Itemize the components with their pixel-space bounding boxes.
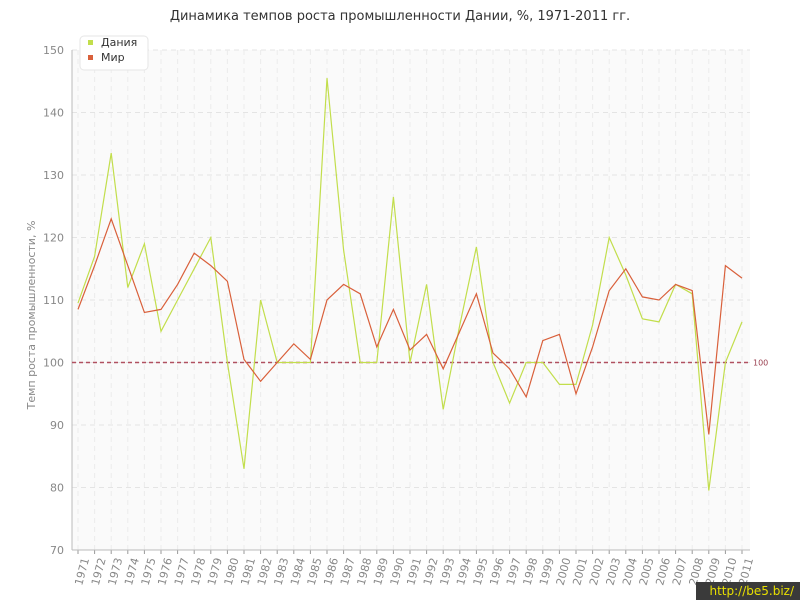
legend-marker-1 xyxy=(88,40,93,45)
legend-label-1: Дания xyxy=(101,36,137,49)
reference-line-label: 100 xyxy=(753,359,768,368)
y-tick-label: 80 xyxy=(50,482,64,495)
y-tick-label: 90 xyxy=(50,419,64,432)
legend-box xyxy=(79,35,149,71)
series-line-2 xyxy=(77,217,743,435)
watermark: http://be5.biz/ xyxy=(696,582,800,600)
y-tick-label: 70 xyxy=(50,544,64,557)
legend-marker-2 xyxy=(88,55,93,60)
legend-label-2: Мир xyxy=(101,51,125,64)
y-tick-label: 110 xyxy=(43,294,64,307)
y-tick-label: 100 xyxy=(43,357,64,370)
y-tick-label: 130 xyxy=(43,169,64,182)
series-line-1 xyxy=(77,78,743,491)
y-tick-label: 150 xyxy=(43,44,64,57)
y-axis-label: Темп роста промышленности, % xyxy=(25,221,38,411)
y-tick-label: 120 xyxy=(43,232,64,245)
chart-title: Динамика темпов роста промышленности Дан… xyxy=(169,9,631,24)
y-tick-label: 140 xyxy=(43,107,64,120)
